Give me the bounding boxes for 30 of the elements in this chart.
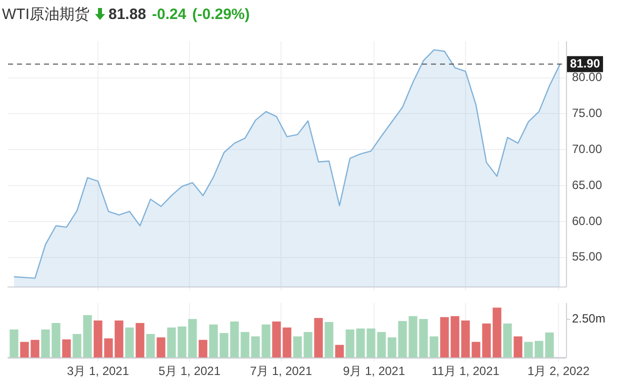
y-tick-label: 55.00 bbox=[572, 250, 602, 264]
y-tick-label: 60.00 bbox=[572, 214, 602, 228]
y-tick-label: 80.00 bbox=[572, 70, 602, 84]
x-tick-label: 1月 2, 2022 bbox=[527, 364, 590, 378]
bar bbox=[503, 324, 512, 358]
x-tick-label: 3月 1, 2021 bbox=[66, 364, 130, 378]
y-tick-label: 70.00 bbox=[572, 142, 602, 156]
chart-title: WTI原油期货 bbox=[2, 4, 90, 24]
bar bbox=[156, 337, 166, 358]
y-tick-label: 65.00 bbox=[572, 178, 602, 192]
bar bbox=[136, 323, 144, 358]
x-tick-label: 11月 1, 2021 bbox=[432, 364, 500, 378]
bar bbox=[335, 344, 344, 358]
bar bbox=[125, 327, 134, 358]
bar bbox=[324, 322, 334, 358]
y-tick-label: 75.00 bbox=[572, 106, 602, 120]
x-tick-label: 9月 1, 2021 bbox=[342, 364, 406, 378]
x-tick-label: 5月 1, 2021 bbox=[158, 364, 221, 378]
text: (-0.29%) bbox=[192, 6, 250, 22]
text: 81.88 bbox=[108, 6, 146, 22]
bar bbox=[10, 329, 18, 358]
bar bbox=[198, 340, 208, 358]
bar bbox=[146, 334, 155, 358]
bar bbox=[514, 336, 522, 358]
bar bbox=[314, 318, 323, 358]
text: 2.50m bbox=[572, 312, 606, 326]
text: -0.24 bbox=[152, 6, 186, 22]
x-tick-label: 7月 1, 2021 bbox=[250, 364, 312, 378]
bar bbox=[62, 339, 71, 358]
ref-line-label: 81.90 bbox=[570, 56, 600, 70]
